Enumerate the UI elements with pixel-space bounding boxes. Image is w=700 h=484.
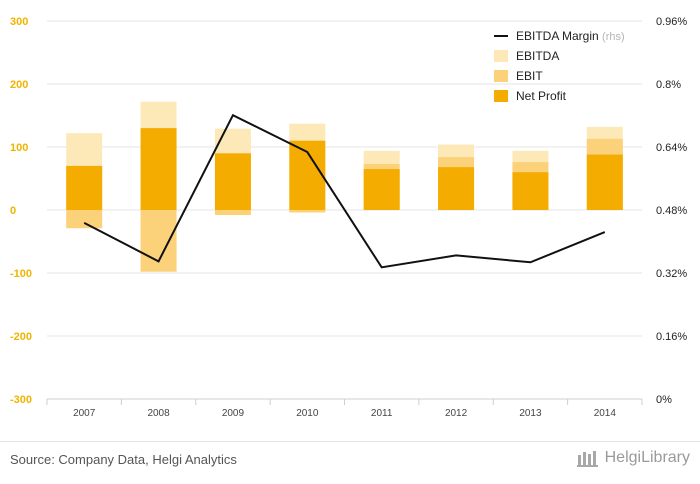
bar-net-profit: [512, 172, 548, 210]
y-tick-right: 0%: [656, 394, 672, 406]
footer: Source: Company Data, Helgi Analytics He…: [0, 441, 700, 484]
y-tick-right: 0.16%: [656, 331, 687, 343]
legend-label: EBITDA Margin (rhs): [516, 29, 625, 43]
y-tick-left: 0: [10, 205, 16, 217]
bar-net-profit: [66, 166, 102, 210]
y-tick-right: 0.96%: [656, 16, 687, 28]
legend-swatch: [494, 50, 508, 62]
bar-net-profit: [587, 155, 623, 210]
legend-label: EBIT: [516, 69, 543, 83]
bar-ebit: [215, 210, 251, 215]
legend-swatch: [494, 90, 508, 102]
y-tick-right: 0.8%: [656, 79, 681, 91]
bar-ebit: [66, 210, 102, 228]
x-tick-label: 2009: [222, 408, 245, 419]
y-tick-left: 200: [10, 79, 28, 91]
brand-logo: HelgiLibrary: [577, 449, 690, 467]
bars: [66, 102, 623, 272]
x-tick-label: 2011: [371, 408, 393, 419]
bar-net-profit: [141, 128, 177, 210]
x-tick-label: 2008: [147, 408, 170, 419]
y-tick-right: 0.32%: [656, 268, 687, 280]
x-tick-label: 2012: [445, 408, 468, 419]
bar-ebit: [289, 210, 325, 213]
legend: EBITDA Margin (rhs) EBITDA EBIT Net Profit: [494, 29, 625, 103]
legend-swatch: [494, 70, 508, 82]
y-tick-right: 0.48%: [656, 205, 687, 217]
y-tick-left: 300: [10, 16, 28, 28]
source-note: Source: Company Data, Helgi Analytics: [10, 452, 237, 467]
chart: 300 200 100 0 -100 -200 -300 0.96% 0.8% 0.64% 0.4…: [0, 0, 700, 440]
y-axis-right: 0.96% 0.8% 0.64% 0.48% 0.32% 0.16% 0%: [656, 16, 687, 406]
y-tick-left: 100: [10, 142, 28, 154]
y-tick-left: -300: [10, 394, 32, 406]
x-tick-label: 2013: [519, 408, 542, 419]
x-tick-label: 2007: [73, 408, 96, 419]
x-tick-label: 2010: [296, 408, 319, 419]
x-tick-label: 2014: [594, 408, 617, 419]
legend-label: Net Profit: [516, 89, 567, 103]
library-icon: [577, 449, 599, 467]
y-tick-left: -200: [10, 331, 32, 343]
bar-net-profit: [364, 169, 400, 210]
y-tick-right: 0.64%: [656, 142, 687, 154]
x-axis: 2007 2008 2009 2010 2011 2012 2013 2014: [47, 399, 642, 419]
legend-label-suffix: (rhs): [602, 31, 625, 43]
y-axis-left: 300 200 100 0 -100 -200 -300: [10, 16, 32, 406]
y-tick-left: -100: [10, 268, 32, 280]
legend-label: EBITDA: [516, 49, 559, 63]
brand-name: HelgiLibrary: [605, 449, 690, 467]
bar-net-profit: [438, 167, 474, 210]
bar-net-profit: [215, 153, 251, 210]
bar-ebit: [141, 210, 177, 272]
